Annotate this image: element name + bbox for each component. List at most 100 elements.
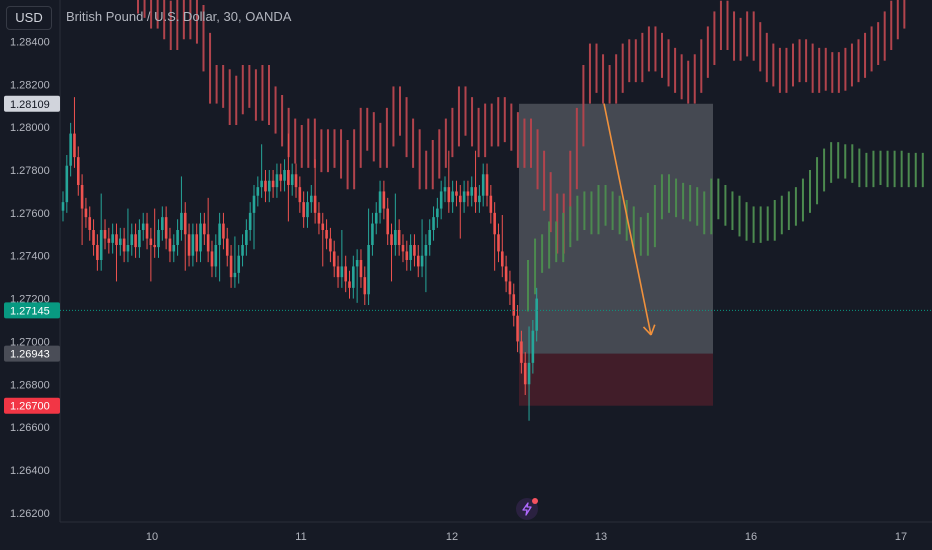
candle-body	[134, 234, 137, 248]
price-label-last: 1.27145	[10, 305, 50, 317]
candle-body	[99, 230, 103, 260]
candle-body	[397, 230, 401, 245]
price-label-last-bg	[4, 302, 60, 319]
candle-body	[191, 234, 195, 256]
lightning-icon	[522, 502, 532, 516]
candle-body	[225, 238, 229, 256]
candle-body	[283, 170, 286, 181]
candle-body	[508, 281, 512, 295]
trend-arrow	[603, 103, 652, 336]
candle-body	[76, 157, 80, 185]
price-label-entry-bg	[4, 345, 60, 362]
candle-body	[352, 266, 355, 288]
x-tick-label: 12	[446, 531, 458, 543]
candle-body	[183, 212, 187, 235]
candle-body	[287, 170, 290, 185]
candle-body	[436, 208, 439, 218]
candle-body	[180, 212, 183, 230]
candle-body	[122, 238, 126, 252]
candle-body	[103, 230, 107, 239]
candle-body	[218, 223, 221, 245]
y-tick-label: 1.26600	[10, 422, 50, 434]
candle-body	[432, 217, 435, 230]
candle-body	[527, 362, 531, 385]
candle-body	[275, 174, 279, 188]
candle-body	[451, 191, 454, 203]
candle-body	[336, 266, 340, 278]
price-label-target-bg	[4, 95, 60, 112]
candle-body	[290, 174, 294, 185]
candle-body	[329, 238, 332, 252]
price-label-target: 1.28109	[10, 99, 50, 111]
y-tick-label: 1.27800	[10, 165, 50, 177]
candle-body	[317, 212, 321, 224]
price-label-stop-bg	[4, 397, 60, 414]
arrow-head	[650, 324, 656, 336]
candle-body	[153, 245, 156, 248]
candle-body	[497, 234, 500, 252]
x-tick-label: 13	[595, 531, 607, 543]
candle-body	[126, 245, 130, 252]
candle-body	[107, 238, 111, 243]
candle-body	[214, 245, 218, 267]
candle-body	[271, 180, 275, 188]
candle-body	[306, 202, 309, 218]
candle-body	[172, 245, 176, 252]
candle-body	[512, 294, 516, 316]
candle-body	[130, 234, 134, 245]
profit-zone	[519, 103, 713, 354]
candle-body	[378, 191, 382, 213]
candle-body	[187, 234, 191, 256]
candle-body	[420, 255, 424, 267]
candle-body	[199, 223, 202, 252]
candle-body	[367, 245, 370, 295]
candle-body	[206, 234, 210, 252]
candle-body	[325, 230, 328, 239]
candle-body	[340, 266, 344, 278]
candle-body	[466, 191, 470, 196]
y-tick-label: 1.27000	[10, 336, 50, 348]
candle-body	[535, 298, 538, 331]
candle-body	[394, 230, 397, 245]
candle-body	[157, 230, 160, 248]
candle-body	[520, 341, 523, 363]
currency-button[interactable]: USD	[6, 6, 52, 30]
candle-body	[501, 251, 504, 267]
stop-zone	[519, 353, 713, 406]
candle-body	[298, 187, 302, 203]
candle-body	[195, 234, 198, 252]
candle-body	[65, 165, 69, 203]
x-tick-label: 16	[745, 531, 757, 543]
candle-body	[88, 217, 92, 230]
candle-body	[267, 180, 271, 192]
candle-body	[80, 185, 84, 209]
candle-body	[332, 251, 336, 267]
candle-body	[321, 223, 325, 230]
candle-body	[478, 195, 481, 203]
candle-body	[481, 174, 485, 196]
candle-body	[210, 251, 214, 267]
x-tick-label: 17	[895, 531, 907, 543]
candle-body	[256, 187, 260, 196]
candle-body	[302, 202, 305, 218]
candle-body	[348, 281, 351, 288]
candle-body	[485, 174, 489, 196]
price-label-stop: 1.26700	[10, 401, 50, 413]
candle-body	[504, 266, 508, 282]
x-tick-label: 10	[146, 531, 158, 543]
candle-body	[359, 260, 363, 278]
candle-body	[237, 255, 241, 273]
candle-body	[344, 266, 347, 282]
y-tick-label: 1.26800	[10, 379, 50, 391]
candle-body	[264, 180, 267, 192]
candle-body	[428, 230, 432, 245]
candle-body	[168, 238, 172, 252]
y-tick-label: 1.28400	[10, 36, 50, 48]
candle-body	[69, 133, 72, 166]
candle-body	[96, 245, 99, 260]
flash-button[interactable]	[516, 498, 538, 520]
candle-body	[313, 195, 317, 213]
candle-body	[176, 230, 179, 245]
